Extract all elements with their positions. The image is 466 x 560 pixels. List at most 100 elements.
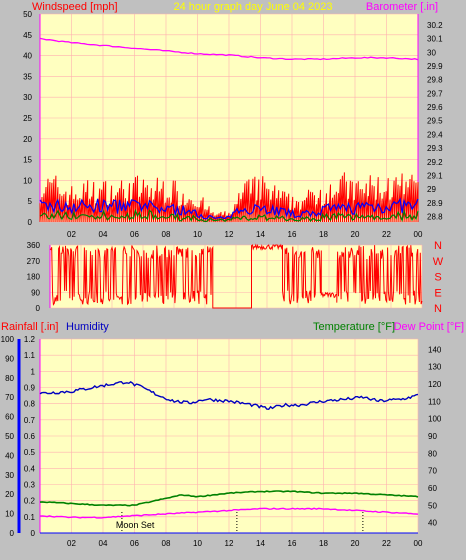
rain-y-tick-label: 1	[31, 367, 36, 376]
humidity-y-tick-label: 100	[1, 335, 15, 344]
humidity-y-tick-label: 40	[5, 451, 14, 460]
baro-y-tick-label: 29.6	[427, 103, 443, 112]
temp-y-tick-label: 110	[428, 397, 441, 406]
compass-label: N	[434, 240, 442, 252]
humidity-y-tick-label: 70	[5, 393, 14, 402]
compass-label: W	[433, 256, 444, 268]
rain-y-tick-label: 1.2	[24, 335, 36, 344]
rain-y-tick-label: 0.6	[24, 432, 36, 441]
temp-y-tick-label: 50	[428, 501, 437, 510]
baro-y-tick-label: 29.2	[427, 158, 443, 167]
wind-y-tick-label: 35	[23, 72, 32, 81]
humidity-x-tick-label: 04	[99, 539, 108, 548]
compass-label: E	[434, 287, 441, 299]
humidity-x-tick-label: 08	[162, 539, 171, 548]
temp-y-tick-label: 40	[428, 519, 437, 528]
wind-x-tick-label: 16	[288, 230, 297, 239]
dir-y-tick-label: 0	[36, 304, 41, 313]
rain-y-tick-label: 0.2	[24, 497, 36, 506]
baro-y-tick-label: 29.8	[427, 76, 443, 85]
humidity-x-tick-label: 00	[414, 539, 423, 548]
humidity-y-tick-label: 80	[5, 374, 14, 383]
humidity-series	[39, 380, 419, 411]
rain-y-tick-label: 0.4	[24, 464, 36, 473]
temp-y-tick-label: 60	[428, 484, 437, 493]
dewpoint-title: Dew Point [°F]	[394, 321, 464, 333]
graph-date-title: 24 hour graph day June 04 2023	[173, 1, 332, 13]
humidity-title: Humidity	[66, 321, 109, 333]
wind-y-tick-label: 30	[23, 93, 32, 102]
temperature-series	[39, 490, 419, 507]
wind-y-tick-label: 40	[23, 52, 32, 61]
temp-y-tick-label: 140	[428, 345, 442, 354]
baro-y-tick-label: 29.4	[427, 130, 443, 139]
rain-y-tick-label: 0.9	[24, 384, 36, 393]
temp-y-tick-label: 100	[428, 415, 442, 424]
dewpoint-series	[39, 507, 419, 519]
dir-y-tick-label: 360	[27, 241, 41, 250]
humidity-x-tick-label: 16	[288, 539, 297, 548]
wind-x-tick-label: 14	[256, 230, 265, 239]
humidity-y-tick-label: 90	[5, 354, 14, 363]
wind-x-tick-label: 12	[225, 230, 234, 239]
temp-y-tick-label: 80	[428, 449, 437, 458]
humidity-x-tick-label: 22	[382, 539, 391, 548]
humidity-y-tick-label: 60	[5, 413, 14, 422]
humidity-y-tick-label: 50	[5, 432, 14, 441]
baro-y-tick-label: 30.1	[427, 35, 443, 44]
temp-y-tick-label: 90	[428, 432, 437, 441]
compass-label: S	[434, 272, 441, 284]
wind-gust-series	[39, 172, 419, 223]
baro-y-tick-label: 30	[427, 48, 436, 57]
humidity-y-tick-label: 0	[10, 529, 15, 538]
windspeed-title: Windspeed [mph]	[32, 1, 118, 13]
humidity-y-tick-label: 20	[5, 490, 14, 499]
humidity-x-tick-label: 10	[193, 539, 202, 548]
wind-barometer-panel: 0 5 10 15 20 25 30 35 40 45 50 02 04 06 08 10 12 14 16 18 20…	[23, 10, 443, 239]
humidity-y-tick-label: 30	[5, 471, 14, 480]
wind-x-tick-label: 04	[99, 230, 108, 239]
wind-y-tick-label: 5	[28, 197, 33, 206]
dir-y-tick-label: 180	[27, 273, 41, 282]
moon-set-label: Moon Set	[116, 520, 155, 530]
humidity-temperature-panel: 0 0.1 0.2 0.3 0.4 0.5 0.6 0.7 0.8 0.9 1 1.1 1.2 0 10 20…	[1, 335, 442, 548]
wind-y-tick-label: 15	[23, 156, 32, 165]
rain-y-tick-label: 0.5	[24, 448, 36, 457]
baro-y-tick-label: 30.2	[427, 21, 443, 30]
wind-y-tick-label: 45	[23, 31, 32, 40]
rain-y-tick-label: 0	[31, 529, 36, 538]
baro-y-tick-label: 29.5	[427, 117, 443, 126]
rain-y-tick-label: 0.3	[24, 481, 36, 490]
baro-y-tick-label: 29.1	[427, 171, 443, 180]
humidity-x-tick-label: 06	[130, 539, 139, 548]
wind-average-series	[39, 197, 419, 220]
wind-x-tick-label: 10	[193, 230, 202, 239]
wind-x-tick-label: 22	[382, 230, 391, 239]
wind-x-tick-label: 00	[414, 230, 423, 239]
temp-y-tick-label: 130	[428, 363, 442, 372]
rainfall-title: Rainfall [.in]	[1, 321, 58, 333]
baro-y-tick-label: 28.8	[427, 213, 443, 222]
wind-x-tick-label: 02	[67, 230, 76, 239]
rain-y-tick-label: 0.7	[24, 416, 36, 425]
temperature-title: Temperature [°F]	[313, 321, 395, 333]
wind-x-tick-label: 08	[162, 230, 171, 239]
temp-y-tick-label: 70	[428, 467, 437, 476]
humidity-x-tick-label: 14	[256, 539, 265, 548]
rain-y-tick-label: 0.1	[24, 513, 36, 522]
baro-y-tick-label: 29	[427, 185, 436, 194]
wind-y-tick-label: 0	[28, 218, 33, 227]
dir-y-tick-label: 270	[27, 257, 41, 266]
humidity-y-tick-label: 10	[5, 510, 14, 519]
wind-direction-series	[49, 243, 423, 309]
humidity-x-tick-label: 20	[351, 539, 360, 548]
wind-x-tick-label: 18	[319, 230, 328, 239]
wind-x-tick-label: 20	[351, 230, 360, 239]
baro-y-tick-label: 28.9	[427, 199, 443, 208]
barometer-series	[39, 37, 419, 61]
wind-y-tick-label: 10	[23, 176, 32, 185]
humidity-x-tick-label: 12	[225, 539, 234, 548]
wind-low-series	[39, 208, 419, 223]
